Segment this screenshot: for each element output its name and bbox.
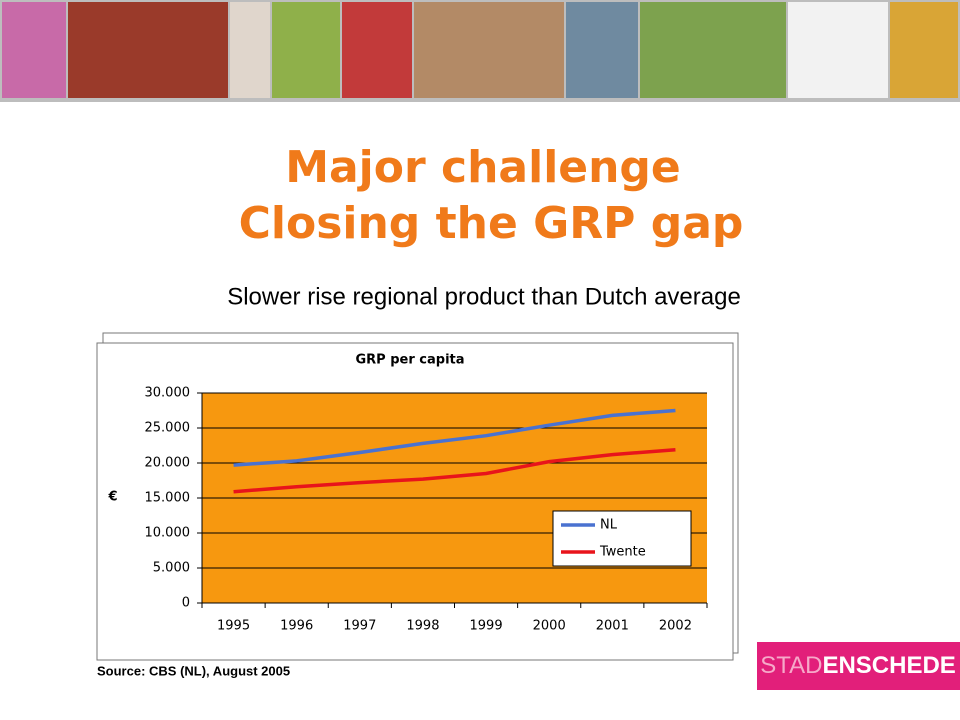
- logo-text: STADENSCHEDE: [760, 652, 956, 679]
- y-tick-label: 0: [182, 596, 190, 611]
- source: Source: CBS (NL), August 2005: [97, 663, 290, 678]
- logo-part: STAD: [760, 652, 822, 679]
- y-tick-label: 25.000: [145, 421, 191, 436]
- logo-part: ENSCHEDE: [822, 652, 955, 679]
- subtitle: Slower rise regional product than Dutch …: [227, 283, 741, 310]
- legend: [552, 510, 692, 567]
- legend-label: NL: [600, 518, 618, 533]
- logo: [757, 642, 960, 690]
- y-tick-label: 15.000: [145, 491, 191, 506]
- x-tick-label: 1997: [343, 619, 376, 634]
- y-axis-label: €: [107, 490, 117, 505]
- x-tick-label: 2000: [533, 619, 566, 634]
- x-tick-label: 1995: [217, 619, 250, 634]
- x-tick-label: 1998: [406, 619, 439, 634]
- title-line: Closing the GRP gap: [239, 198, 744, 249]
- y-tick-label: 10.000: [145, 526, 191, 541]
- x-tick-label: 2001: [596, 619, 629, 634]
- legend-label: Twente: [599, 545, 646, 560]
- x-tick-label: 1996: [280, 619, 313, 634]
- chart-title: GRP per capita: [355, 353, 464, 368]
- photos: [2, 2, 958, 98]
- title-line: Major challenge: [285, 142, 681, 193]
- line-series: [233, 447, 676, 494]
- x-tick-label: 1999: [470, 619, 503, 634]
- y-tick-label: 5.000: [153, 561, 190, 576]
- line-series: [233, 408, 676, 467]
- y-tick-label: 30.000: [145, 386, 191, 401]
- y-tick-label: 20.000: [145, 456, 191, 471]
- x-tick-label: 2002: [659, 619, 692, 634]
